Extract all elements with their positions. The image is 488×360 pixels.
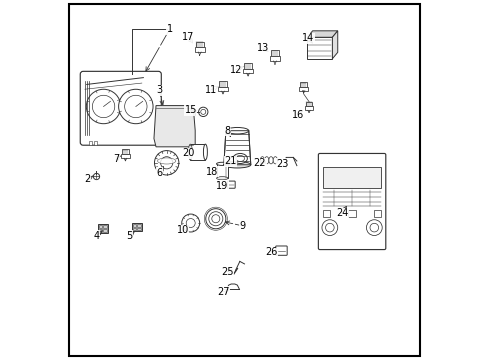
Bar <box>322 210 329 217</box>
Bar <box>194 47 204 52</box>
Text: 1: 1 <box>166 24 172 35</box>
Bar <box>299 87 307 90</box>
Text: 16: 16 <box>291 110 304 120</box>
Text: 7: 7 <box>113 154 119 164</box>
Bar <box>99 225 102 228</box>
FancyBboxPatch shape <box>318 153 385 249</box>
FancyBboxPatch shape <box>227 181 235 188</box>
Circle shape <box>321 220 337 235</box>
Bar <box>133 224 136 227</box>
FancyBboxPatch shape <box>275 246 286 255</box>
Bar <box>122 149 129 154</box>
Polygon shape <box>224 131 250 165</box>
Text: 12: 12 <box>229 64 242 75</box>
Circle shape <box>92 95 115 118</box>
Ellipse shape <box>216 177 227 180</box>
Bar <box>304 107 313 110</box>
Circle shape <box>325 223 333 232</box>
Polygon shape <box>154 105 195 147</box>
Text: 3: 3 <box>156 85 162 95</box>
Bar <box>137 224 141 227</box>
Ellipse shape <box>224 162 250 168</box>
Text: 27: 27 <box>217 287 229 297</box>
Bar <box>348 210 355 217</box>
FancyBboxPatch shape <box>80 71 161 145</box>
Text: 18: 18 <box>205 167 218 177</box>
Polygon shape <box>332 31 337 59</box>
Bar <box>132 223 142 231</box>
Text: 24: 24 <box>335 208 347 218</box>
Bar <box>88 141 92 145</box>
Bar <box>121 154 130 158</box>
Text: 19: 19 <box>216 181 228 191</box>
Bar <box>216 164 227 178</box>
Bar <box>305 102 312 107</box>
Text: 17: 17 <box>182 32 194 42</box>
Circle shape <box>205 209 225 229</box>
Text: 5: 5 <box>126 231 133 240</box>
Ellipse shape <box>157 158 176 164</box>
Polygon shape <box>306 31 337 37</box>
Text: 10: 10 <box>176 225 188 235</box>
FancyBboxPatch shape <box>306 37 332 59</box>
Text: 13: 13 <box>257 43 269 53</box>
Circle shape <box>119 89 153 124</box>
Text: 21: 21 <box>224 156 236 166</box>
Bar <box>137 228 141 230</box>
Text: 15: 15 <box>184 105 197 115</box>
Text: 14: 14 <box>302 33 314 43</box>
Bar <box>219 81 226 87</box>
Ellipse shape <box>273 157 277 164</box>
Circle shape <box>160 157 172 169</box>
Text: 20: 20 <box>183 148 195 158</box>
Text: 22: 22 <box>253 158 265 168</box>
Ellipse shape <box>233 153 247 163</box>
Bar <box>103 225 107 228</box>
Circle shape <box>124 95 147 118</box>
Text: 23: 23 <box>276 159 288 169</box>
Bar <box>218 87 227 91</box>
Circle shape <box>182 214 199 232</box>
Circle shape <box>208 212 223 226</box>
Bar <box>94 141 97 145</box>
Text: 25: 25 <box>221 267 233 277</box>
Ellipse shape <box>235 156 244 162</box>
Bar <box>243 69 252 73</box>
Ellipse shape <box>260 157 264 164</box>
Circle shape <box>201 109 205 114</box>
Circle shape <box>369 223 378 232</box>
Text: 2: 2 <box>84 174 91 184</box>
Circle shape <box>86 89 121 124</box>
Text: 4: 4 <box>93 231 99 240</box>
Bar <box>99 229 102 232</box>
Bar <box>300 82 306 87</box>
Bar <box>244 63 251 69</box>
Bar <box>269 56 280 61</box>
Text: 8: 8 <box>224 126 230 135</box>
Text: 26: 26 <box>265 247 277 257</box>
Bar <box>373 210 381 217</box>
Bar <box>190 144 205 160</box>
Circle shape <box>211 215 220 223</box>
Ellipse shape <box>225 127 248 134</box>
Ellipse shape <box>264 157 268 164</box>
Circle shape <box>154 150 179 175</box>
Ellipse shape <box>188 144 192 160</box>
Text: 11: 11 <box>205 85 217 95</box>
Bar <box>98 224 108 233</box>
Ellipse shape <box>216 162 227 166</box>
Ellipse shape <box>203 144 207 160</box>
Text: 6: 6 <box>157 168 163 178</box>
Text: 9: 9 <box>239 221 245 231</box>
Circle shape <box>186 219 195 228</box>
Circle shape <box>366 220 382 235</box>
Bar <box>270 50 279 56</box>
Bar <box>103 229 107 232</box>
Bar <box>322 167 381 188</box>
Bar <box>133 228 136 230</box>
Circle shape <box>198 107 207 117</box>
Bar <box>195 41 203 47</box>
Ellipse shape <box>268 157 273 164</box>
